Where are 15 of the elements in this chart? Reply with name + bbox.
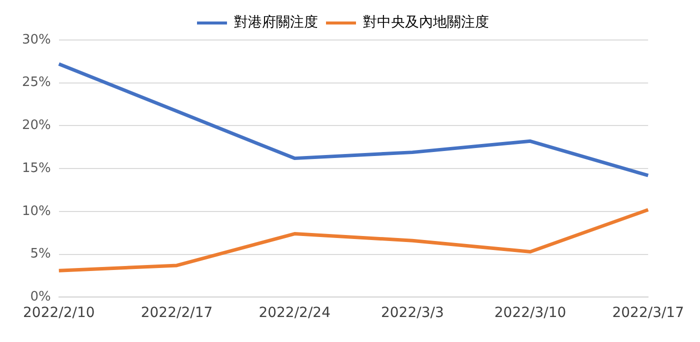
- legend-label: 對中央及內地關注度: [363, 14, 489, 31]
- x-tick-label: 2022/3/17: [612, 305, 684, 322]
- y-tick-label: 10%: [22, 204, 51, 219]
- x-tick-label: 2022/3/3: [380, 305, 444, 322]
- x-tick-label: 2022/2/10: [22, 305, 95, 322]
- y-tick-label: 25%: [22, 75, 51, 90]
- y-tick-label: 15%: [22, 160, 51, 176]
- x-tick-label: 2022/3/10: [494, 305, 566, 322]
- y-tick-label: 30%: [22, 32, 51, 48]
- x-tick-label: 2022/2/24: [258, 305, 331, 322]
- x-tick-label: 2022/2/17: [140, 305, 213, 322]
- y-tick-label: 20%: [22, 118, 51, 134]
- y-tick-label: 5%: [30, 246, 51, 262]
- legend-label: 對港府關注度: [234, 14, 318, 31]
- y-tick-label: 0%: [30, 290, 51, 305]
